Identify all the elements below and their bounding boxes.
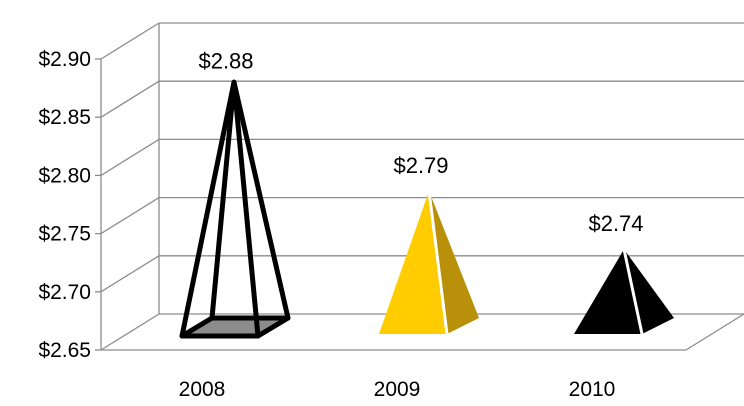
y-tick-label: $2.80 xyxy=(38,164,91,187)
pyramid-bar-2010 xyxy=(574,248,674,335)
data-label-2009: $2.79 xyxy=(393,153,448,178)
pyramid-front-face xyxy=(574,249,642,334)
y-tick-label: $2.85 xyxy=(38,106,91,129)
pyramid-highlight-edge xyxy=(427,190,449,335)
x-tick-label-2010: 2010 xyxy=(569,378,616,401)
chart-walls xyxy=(100,23,744,351)
y-tick-label: $2.70 xyxy=(38,281,91,304)
y-tick-label: $2.75 xyxy=(38,223,91,246)
pyramid-highlight-edge xyxy=(622,248,644,335)
gridline-side xyxy=(100,138,160,176)
pyramid-bar-2008 xyxy=(179,79,291,339)
data-labels: $2.88 $2.79 $2.74 xyxy=(198,48,643,236)
pyramid-front-face xyxy=(379,191,447,334)
x-tick-label-2008: 2008 xyxy=(179,378,226,401)
pyramid-edge xyxy=(209,79,237,321)
x-axis-labels: 2008 2009 2010 xyxy=(179,378,616,401)
data-label-2010: $2.74 xyxy=(588,211,643,236)
x-tick-label-2009: 2009 xyxy=(374,378,421,401)
y-tick-label: $2.65 xyxy=(38,339,91,362)
pyramid-edge xyxy=(231,79,261,339)
y-tick-label: $2.90 xyxy=(38,48,91,71)
y-axis-ticks: $2.65 $2.70 $2.75 $2.80 $2.85 $2.90 xyxy=(38,48,91,362)
pyramid-side-face xyxy=(429,191,479,334)
data-label-2008: $2.88 xyxy=(198,48,253,73)
gridline-side xyxy=(100,255,160,293)
gridline-side xyxy=(100,80,160,118)
bars xyxy=(179,79,674,339)
gridline-side xyxy=(100,22,160,60)
gridline-side xyxy=(100,197,160,235)
floor-right-edge xyxy=(685,313,744,351)
pyramid-bar-2009 xyxy=(379,190,479,335)
gridline-side xyxy=(100,313,160,351)
pyramid-side-face xyxy=(624,249,674,334)
pyramid-base xyxy=(179,315,291,339)
pyramid-edge xyxy=(231,79,291,321)
pyramid-edge xyxy=(179,79,237,339)
